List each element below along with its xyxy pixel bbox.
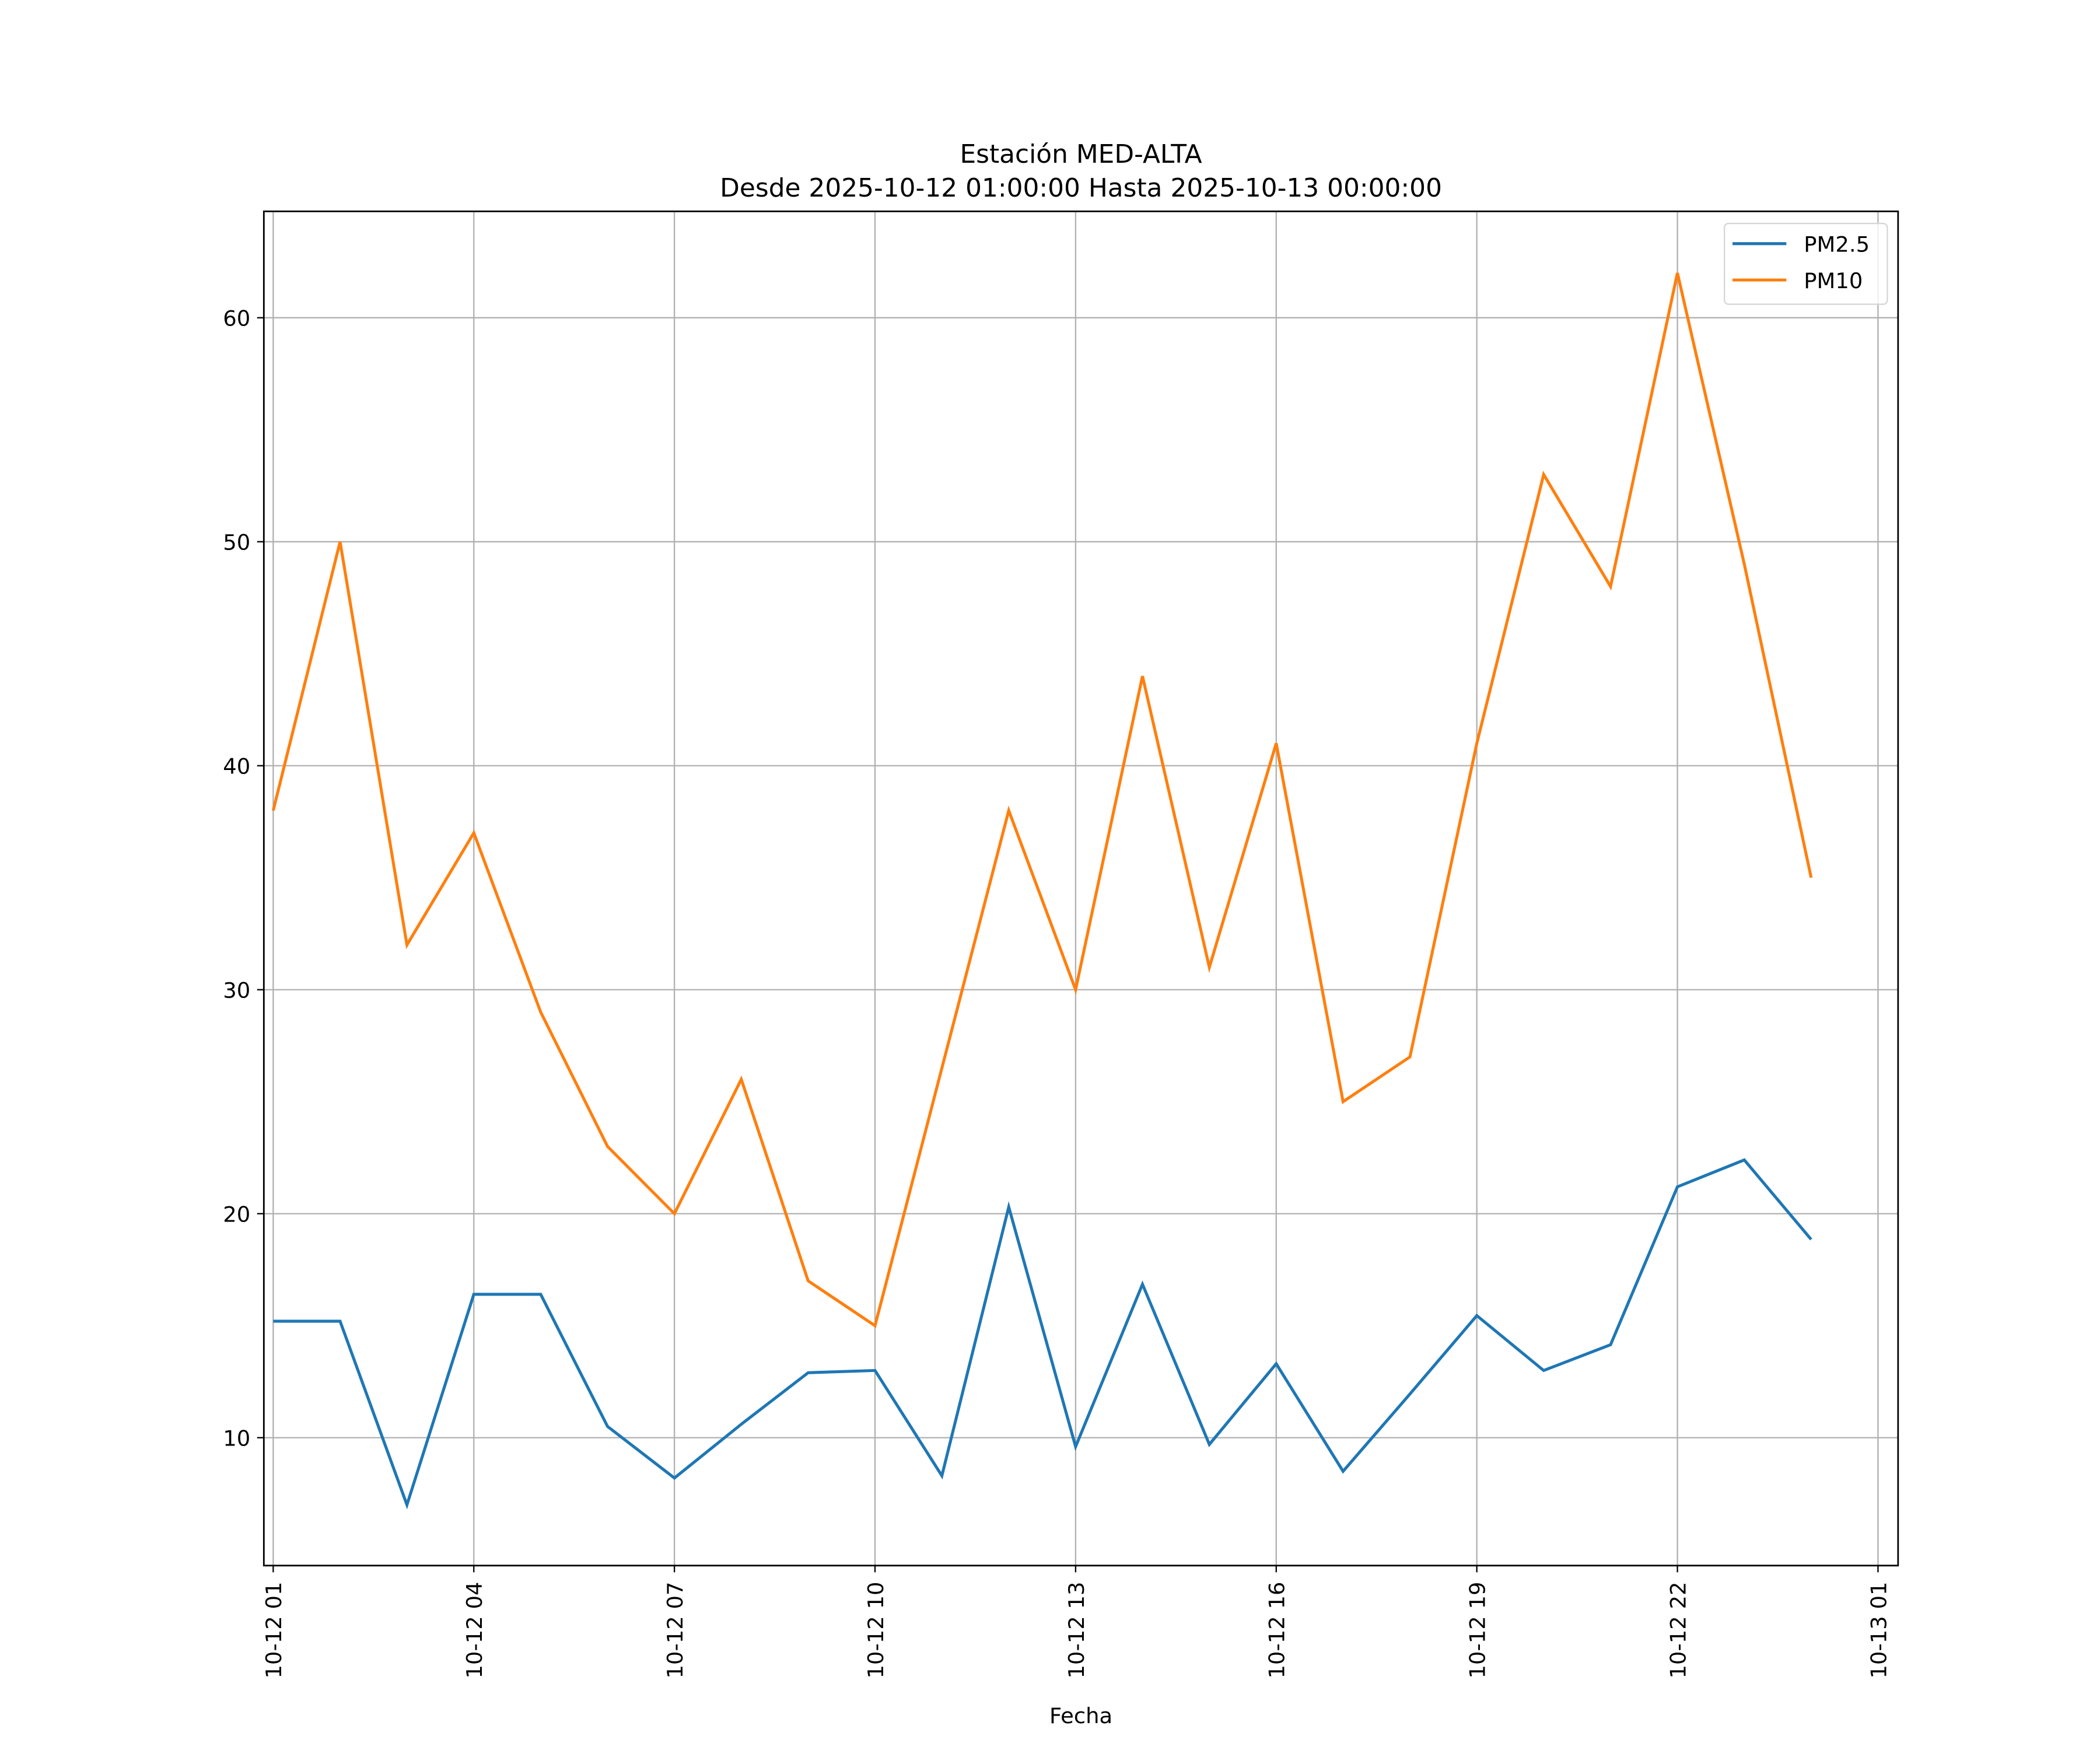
y-tick-label: 60 <box>223 306 250 331</box>
y-tick-label: 30 <box>223 978 250 1003</box>
x-tick-label: 10-12 22 <box>1665 1582 1690 1679</box>
y-tick-label: 20 <box>223 1202 250 1227</box>
x-tick-label: 10-12 19 <box>1465 1582 1490 1679</box>
x-tick-label: 10-12 04 <box>462 1582 487 1679</box>
legend: PM2.5 PM10 <box>1723 222 1888 305</box>
plot-frame <box>262 210 1899 1567</box>
x-tick-label: 10-12 07 <box>663 1582 688 1679</box>
x-tick-label: 10-12 10 <box>863 1582 888 1679</box>
legend-label-pm25: PM2.5 <box>1804 232 1870 257</box>
legend-label-pm10: PM10 <box>1804 268 1863 293</box>
y-tick-label: 50 <box>223 530 250 555</box>
series-line-pm25 <box>273 1158 1812 1510</box>
grid <box>264 211 1898 1566</box>
x-tick-label: 10-12 16 <box>1265 1582 1290 1679</box>
y-tick-label: 40 <box>223 754 250 779</box>
y-tick-label: 10 <box>223 1426 250 1451</box>
x-axis-label: Fecha <box>1049 1703 1112 1728</box>
x-tick-label: 10-12 01 <box>261 1582 286 1679</box>
x-tick-label: 10-12 13 <box>1064 1582 1089 1679</box>
series-lines <box>271 272 1813 1510</box>
chart-title: Estación MED-ALTA <box>960 139 1202 169</box>
series-line-pm10 <box>271 272 1813 1328</box>
x-tick-label: 10-13 01 <box>1866 1582 1891 1679</box>
chart-subtitle: Desde 2025-10-12 01:00:00 Hasta 2025-10-… <box>720 173 1442 203</box>
axis-ticks: 10-12 01 10-12 04 10-12 07 10-12 10 10-12 13… <box>223 306 1891 1679</box>
